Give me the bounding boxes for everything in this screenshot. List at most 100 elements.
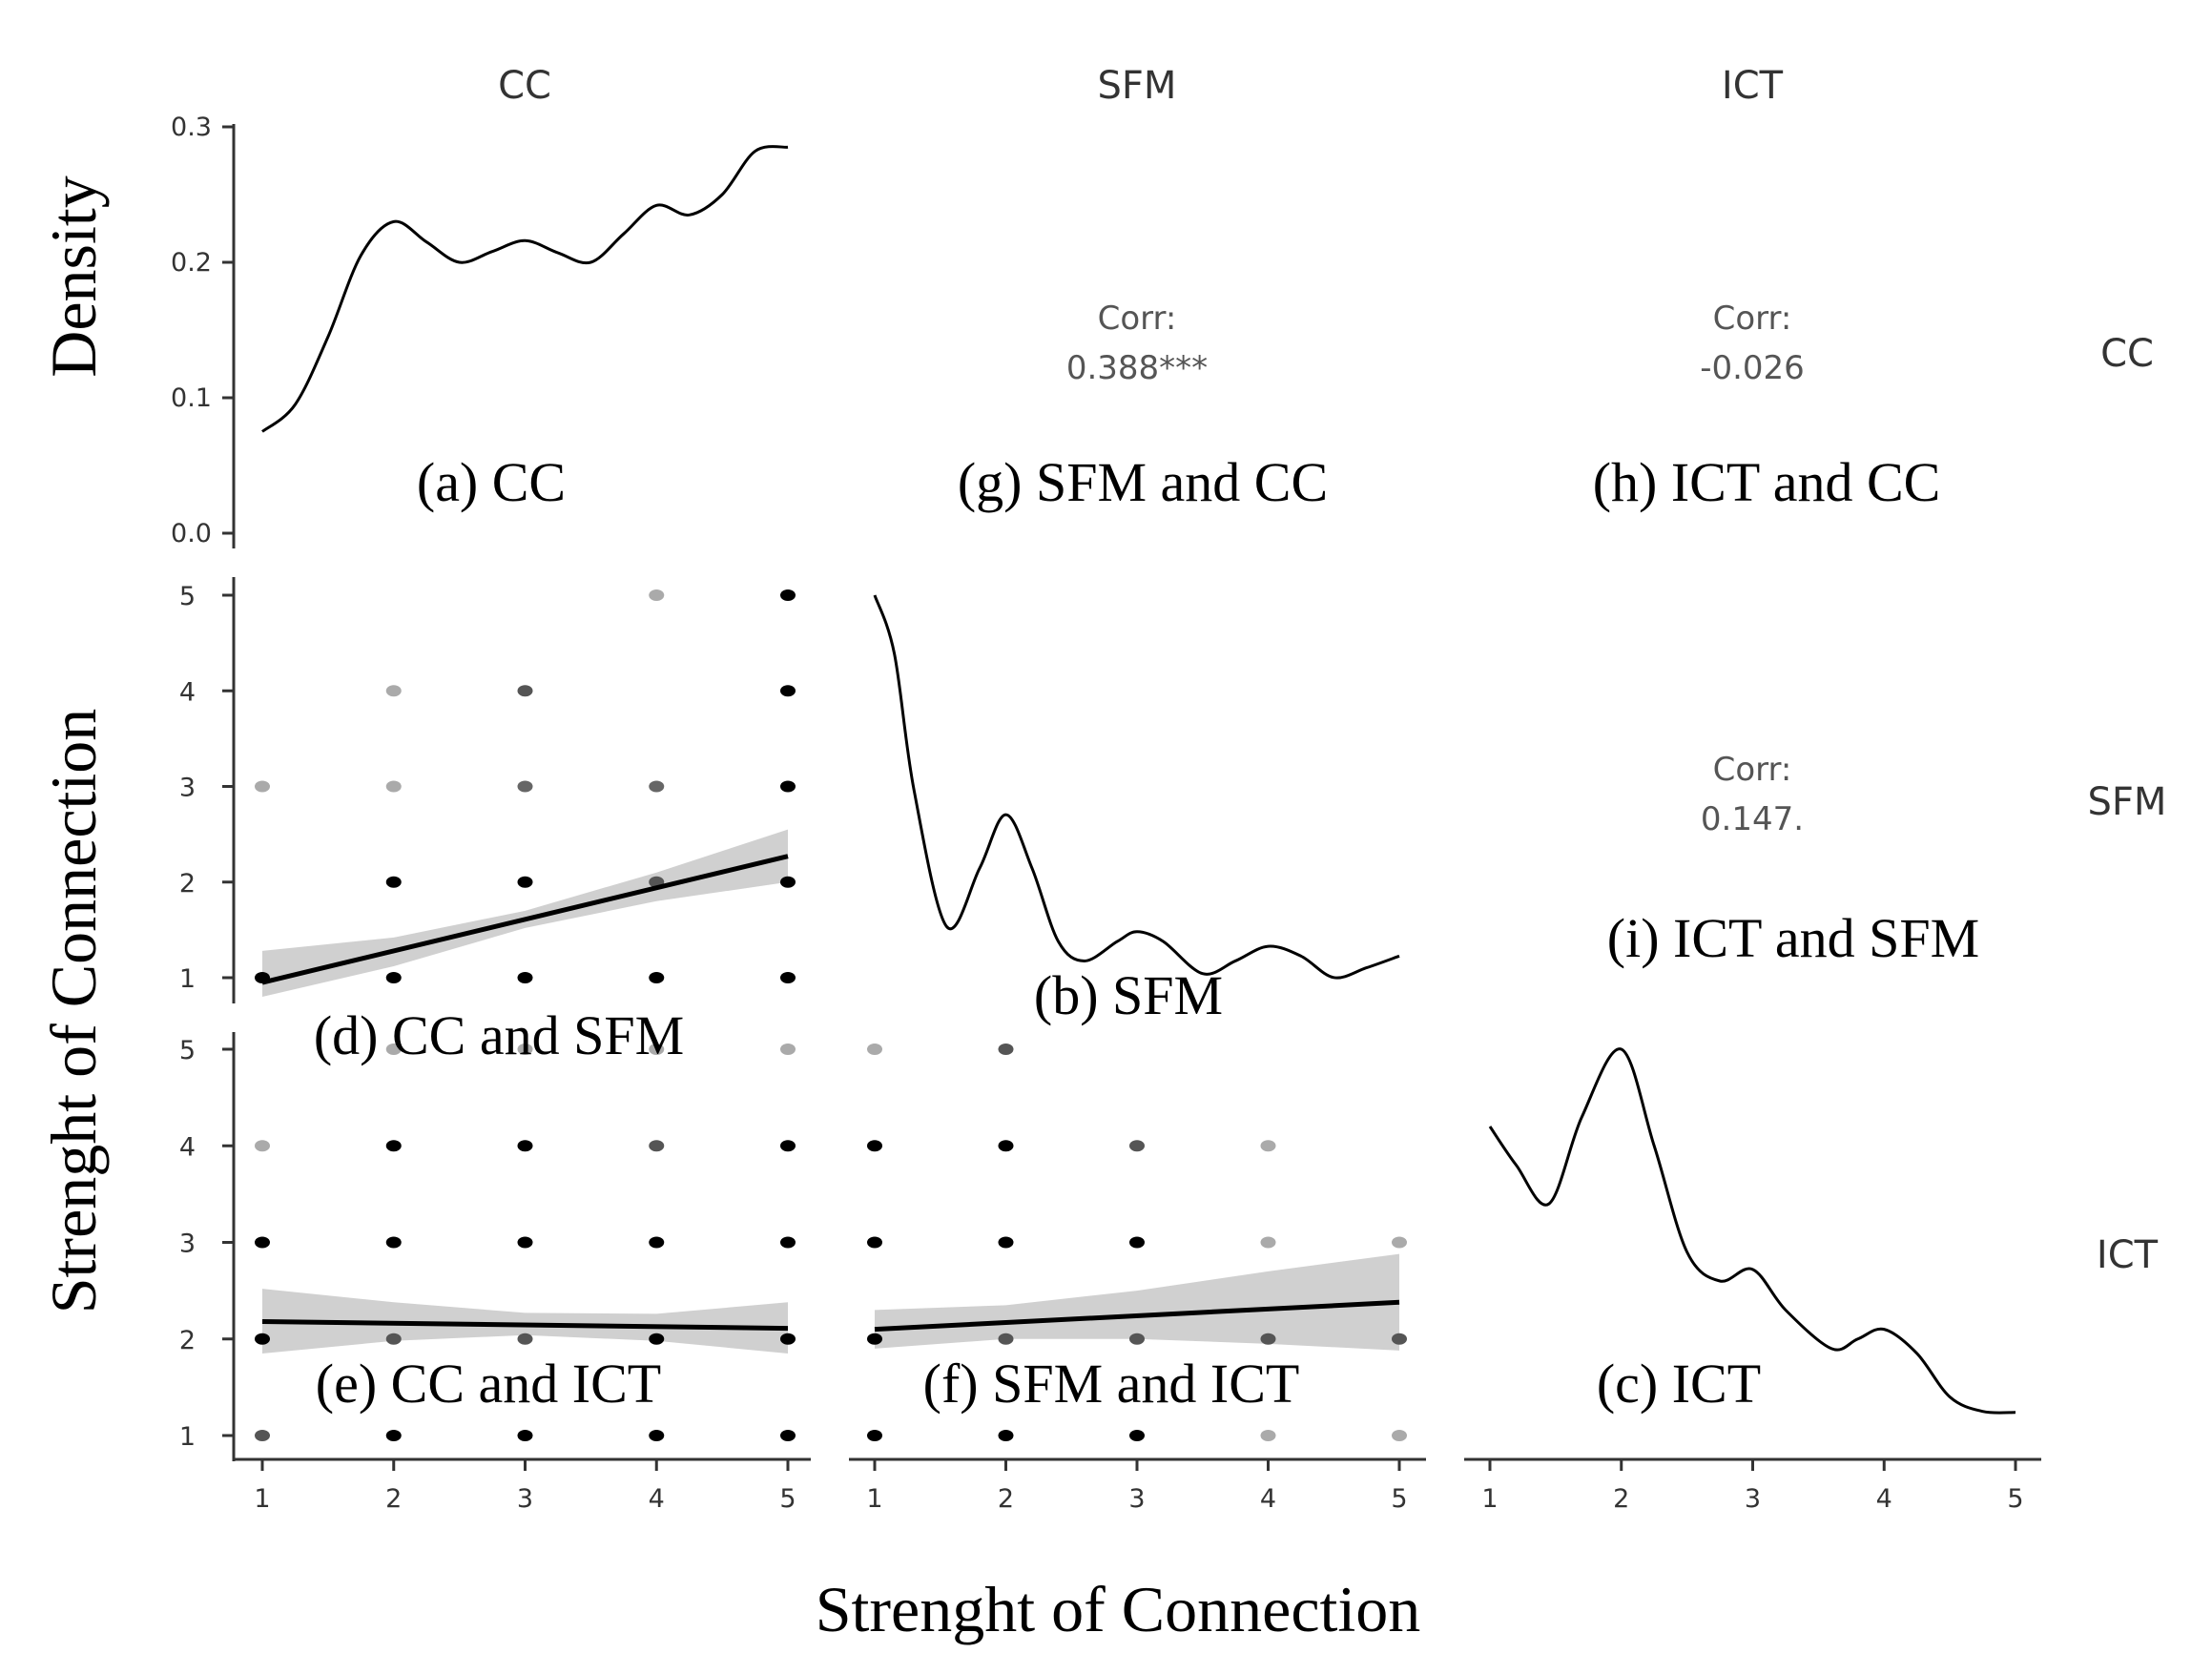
scatter-point bbox=[1129, 1333, 1145, 1345]
scatter-point bbox=[1129, 1236, 1145, 1249]
scatter-y-tick-label: 1 bbox=[179, 1422, 196, 1452]
scatter-point bbox=[1260, 1333, 1276, 1345]
panel-caption-h: (h) ICT and CC bbox=[1593, 451, 1941, 513]
scatter-point bbox=[517, 1140, 533, 1152]
x-tick-label: 3 bbox=[517, 1484, 533, 1514]
scatter-point bbox=[649, 1140, 665, 1152]
column-strip-label: SFM bbox=[1098, 64, 1177, 108]
scatter-y-tick-label: 2 bbox=[179, 1326, 196, 1355]
scatter-point bbox=[867, 1236, 882, 1249]
scatter-point bbox=[385, 1044, 402, 1055]
y-axis-title-strength: Strenght of Connection bbox=[37, 709, 110, 1314]
x-tick-label: 5 bbox=[1391, 1484, 1407, 1514]
y-axis-title-density: Density bbox=[37, 176, 110, 378]
scatter-point bbox=[867, 1333, 882, 1345]
scatter-point bbox=[780, 1333, 796, 1345]
scatter-point bbox=[517, 780, 533, 793]
scatter-point bbox=[385, 1140, 402, 1152]
scatter-point bbox=[649, 780, 665, 793]
x-tick-label: 5 bbox=[2007, 1484, 2023, 1514]
scatter-point bbox=[517, 972, 533, 983]
x-tick-label: 1 bbox=[1481, 1484, 1498, 1514]
x-tick-label: 4 bbox=[1876, 1484, 1892, 1514]
scatter-point bbox=[1260, 1430, 1276, 1441]
panel-caption-g: (g) SFM and CC bbox=[958, 451, 1328, 513]
scatter-point bbox=[867, 1430, 882, 1441]
scatter-y-tick-label: 3 bbox=[179, 1230, 196, 1259]
scatter-point bbox=[517, 1236, 533, 1249]
scatter-point bbox=[1129, 1430, 1145, 1441]
row-strip-label: ICT bbox=[2097, 1233, 2159, 1277]
scatter-point bbox=[1392, 1430, 1407, 1441]
scatter-point bbox=[867, 1044, 882, 1055]
x-tick-label: 2 bbox=[998, 1484, 1014, 1514]
density-curve-cc bbox=[261, 145, 789, 433]
column-strip-label: CC bbox=[498, 64, 551, 108]
scatter-y-tick-label: 5 bbox=[179, 582, 196, 611]
density-curve-sfm bbox=[873, 594, 1400, 980]
scatter-point bbox=[998, 1236, 1014, 1249]
scatter-point bbox=[998, 1430, 1014, 1441]
scatter-y-tick-label: 4 bbox=[179, 677, 196, 707]
scatter-y-tick-label: 2 bbox=[179, 869, 196, 899]
scatter-point bbox=[255, 1140, 270, 1152]
scatter-point bbox=[255, 1333, 270, 1345]
scatter-point bbox=[649, 1236, 665, 1249]
regression-line bbox=[261, 854, 789, 985]
scatter-point bbox=[649, 1430, 665, 1441]
scatter-point bbox=[780, 876, 796, 888]
panel-caption-c: (c) ICT bbox=[1597, 1353, 1761, 1415]
scatter-point bbox=[998, 1333, 1014, 1345]
density-y-tick-label: 0.3 bbox=[171, 113, 212, 142]
correlation-value: 0.147. bbox=[1701, 800, 1804, 838]
panel-caption-f: (f) SFM and ICT bbox=[923, 1353, 1300, 1415]
scatter-point bbox=[385, 972, 402, 983]
density-y-tick-label: 0.2 bbox=[171, 248, 212, 278]
regression-line bbox=[261, 1319, 789, 1332]
scatter-point bbox=[649, 1333, 665, 1345]
row-strip-label: SFM bbox=[2088, 780, 2167, 824]
scatter-point bbox=[385, 876, 402, 888]
scatter-point bbox=[1129, 1140, 1145, 1152]
regression-line bbox=[874, 1299, 1400, 1333]
x-tick-label: 2 bbox=[385, 1484, 402, 1514]
scatter-point bbox=[1260, 1140, 1276, 1152]
scatter-point bbox=[1260, 1236, 1276, 1249]
scatter-point bbox=[385, 780, 402, 793]
scatter-point bbox=[255, 780, 270, 793]
scatter-point bbox=[385, 685, 402, 697]
panel-caption-a: (a) CC bbox=[417, 451, 566, 513]
scatter-point bbox=[780, 1430, 796, 1441]
scatter-point bbox=[780, 780, 796, 793]
scatter-point bbox=[517, 1333, 533, 1345]
scatter-point bbox=[649, 972, 665, 983]
scatter-point bbox=[255, 1236, 270, 1249]
x-tick-label: 1 bbox=[254, 1484, 270, 1514]
scatter-point bbox=[255, 1430, 270, 1441]
x-tick-label: 2 bbox=[1613, 1484, 1629, 1514]
scatter-point bbox=[1392, 1333, 1407, 1345]
x-tick-label: 4 bbox=[1260, 1484, 1276, 1514]
confidence-band bbox=[875, 1253, 1399, 1351]
scatter-point bbox=[780, 589, 796, 601]
scatter-point bbox=[1392, 1236, 1407, 1249]
scatter-point bbox=[867, 1140, 882, 1152]
scatter-y-tick-label: 5 bbox=[179, 1036, 196, 1065]
x-tick-label: 4 bbox=[649, 1484, 665, 1514]
confidence-band bbox=[262, 829, 788, 998]
scatter-point bbox=[780, 1044, 796, 1055]
column-strip-label: ICT bbox=[1722, 64, 1784, 108]
x-tick-label: 1 bbox=[866, 1484, 882, 1514]
scatter-point bbox=[998, 1044, 1014, 1055]
density-y-tick-label: 0.1 bbox=[171, 383, 212, 413]
x-tick-label: 3 bbox=[1745, 1484, 1761, 1514]
scatter-y-tick-label: 1 bbox=[179, 964, 196, 994]
x-tick-label: 5 bbox=[779, 1484, 796, 1514]
panel-caption-b: (b) SFM bbox=[1034, 964, 1223, 1026]
scatter-point bbox=[517, 1044, 533, 1055]
panel-caption-d: (d) CC and SFM bbox=[314, 1004, 684, 1066]
correlation-value: 0.388*** bbox=[1066, 349, 1208, 387]
scatter-point bbox=[780, 1236, 796, 1249]
scatter-point bbox=[385, 1333, 402, 1345]
correlation-label: Corr: bbox=[1713, 300, 1792, 338]
